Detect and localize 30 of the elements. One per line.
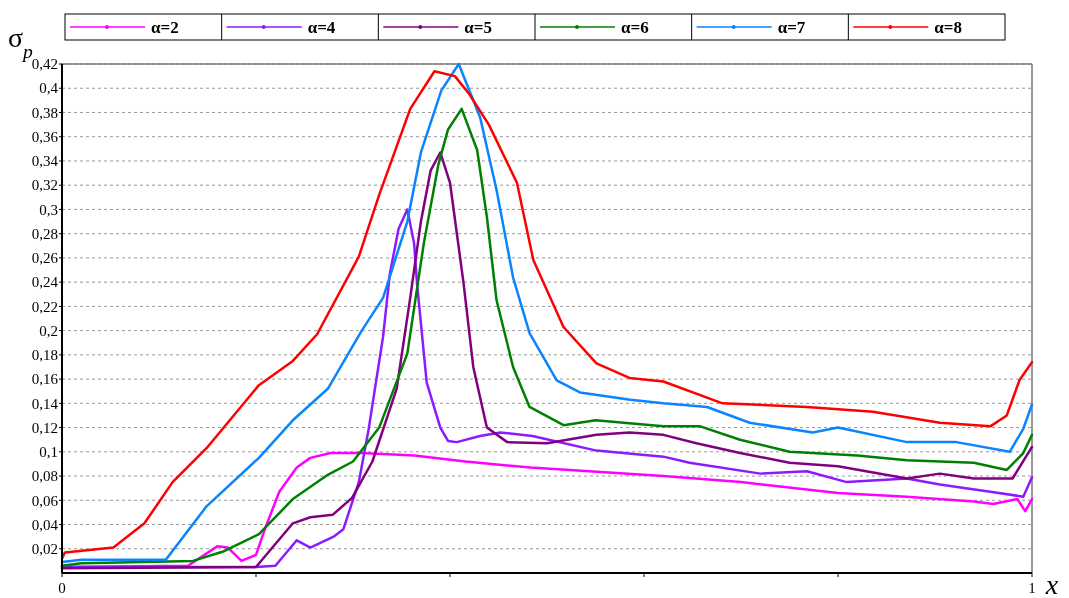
y-tick-label: 0,14 xyxy=(31,395,59,412)
y-tick-label: 0,3 xyxy=(39,201,58,218)
y-tick-label: 0,2 xyxy=(39,322,58,339)
x-axis-title: x xyxy=(1044,569,1059,598)
x-tick-label: 1 xyxy=(1028,580,1036,596)
y-tick-label: 0,26 xyxy=(31,250,59,267)
y-tick-label: 0,02 xyxy=(31,541,58,558)
legend-label: α=6 xyxy=(621,17,649,37)
legend-label: α=4 xyxy=(307,17,336,37)
legend-label: α=7 xyxy=(777,17,806,37)
legend-label: α=8 xyxy=(934,17,963,37)
x-tick-label: 0 xyxy=(58,580,66,596)
y-tick-label: 0,08 xyxy=(31,468,58,485)
y-tick-label: 0,18 xyxy=(31,347,58,364)
y-tick-label: 0,38 xyxy=(31,104,58,121)
legend-label: α=5 xyxy=(464,17,493,37)
y-tick-label: 0,42 xyxy=(31,56,58,73)
y-tick-label: 0,1 xyxy=(39,444,58,461)
legend-label: α=2 xyxy=(151,17,179,37)
y-tick-label: 0,04 xyxy=(31,516,59,533)
y-tick-label: 0,34 xyxy=(31,153,59,170)
y-tick-label: 0,22 xyxy=(31,298,58,315)
y-tick-label: 0,12 xyxy=(31,419,58,436)
y-tick-label: 0,36 xyxy=(31,128,59,145)
y-tick-label: 0,06 xyxy=(31,492,59,509)
y-tick-label: 0,32 xyxy=(31,177,58,194)
y-tick-label: 0,16 xyxy=(31,371,59,388)
y-tick-label: 0,24 xyxy=(31,274,59,291)
y-tick-label: 0,4 xyxy=(39,80,59,97)
y-tick-label: 0,28 xyxy=(31,225,58,242)
